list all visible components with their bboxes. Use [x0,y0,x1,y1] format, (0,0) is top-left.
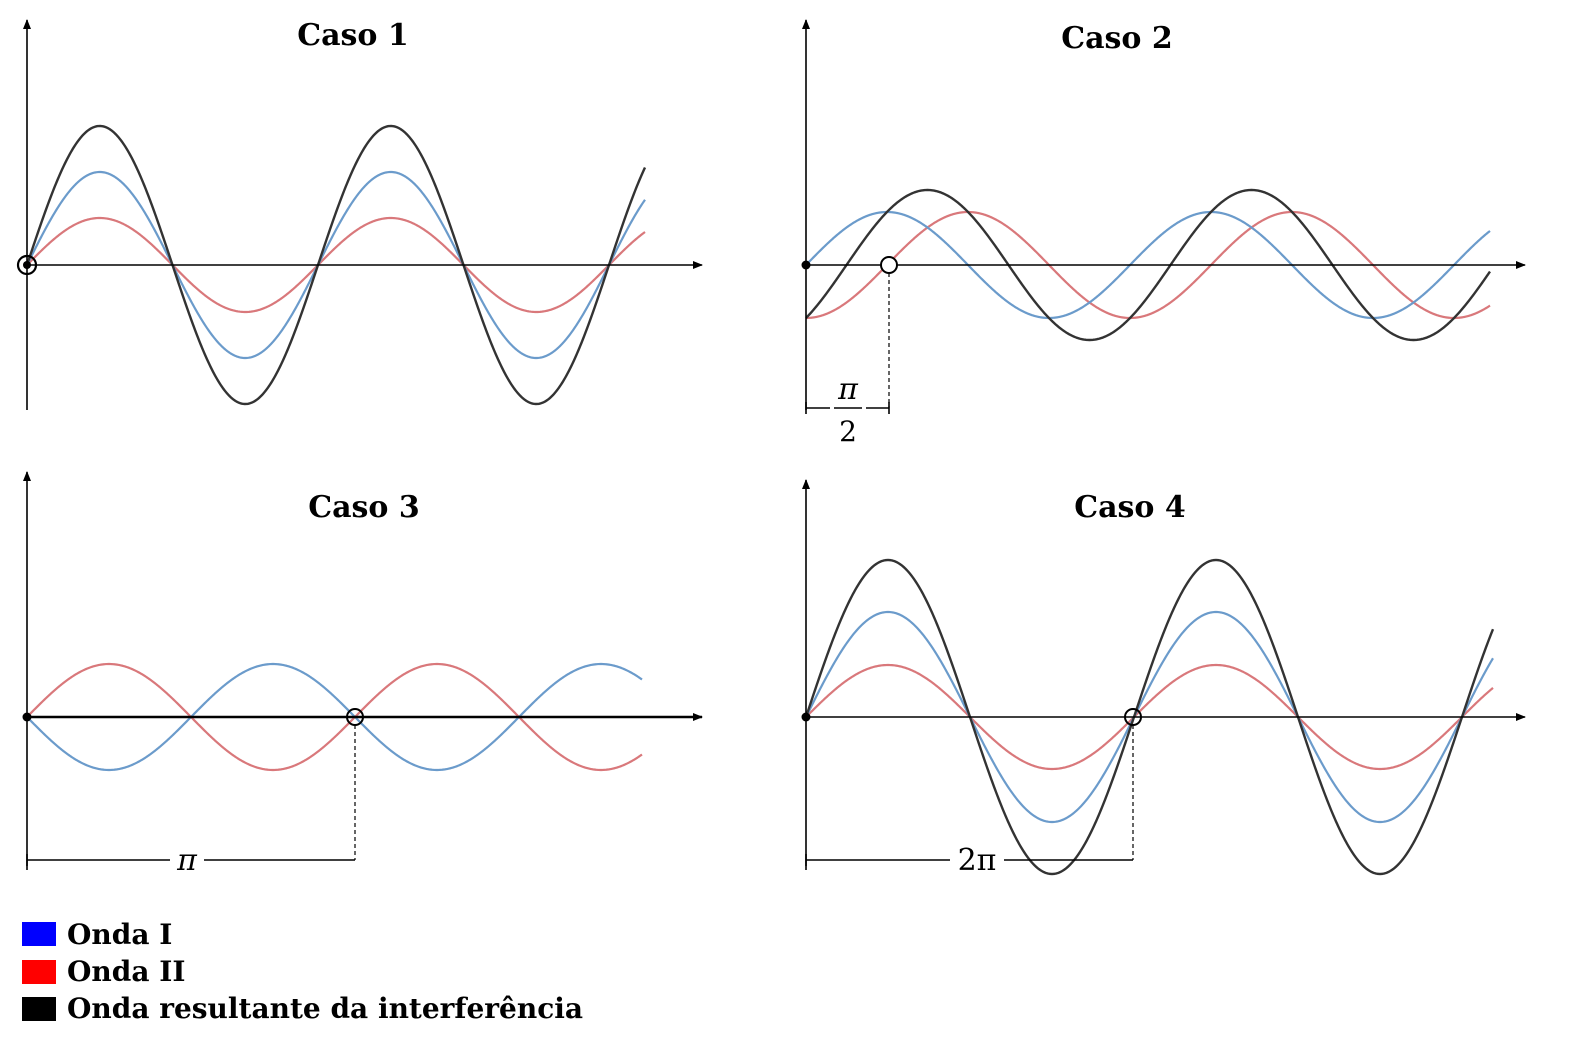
phase-numerator: π [837,372,859,407]
legend-label: Onda II [67,955,185,988]
legend-label: Onda resultante da interferência [67,992,583,1025]
phase-label: 2π [958,843,997,878]
wave [805,610,1494,824]
wave [26,662,643,772]
origin-dot [22,712,32,722]
wave [805,663,1494,771]
wave [26,216,646,314]
panel-title: Caso 1 [297,18,409,53]
origin-ring [16,254,38,276]
phase-ring [346,708,364,726]
wave [26,170,646,360]
phase-denominator: 2 [839,415,857,448]
panel-title: Caso 4 [1074,490,1186,525]
waves [25,124,1495,876]
phase-ring [1124,708,1142,726]
wave [805,210,1491,320]
origin-dot [801,712,811,722]
wave [26,662,643,772]
panel-title: Caso 3 [308,490,420,525]
origin-dot [23,261,31,269]
legend-swatch [22,960,56,984]
phase-label: π [176,843,198,878]
wave [805,188,1491,342]
legend-swatch [22,922,56,946]
wave [25,124,647,406]
origin-dot [801,260,811,270]
wave [804,558,1495,876]
legend-label: Onda I [67,918,172,951]
phase-ring [880,256,898,274]
legend-swatch [22,997,56,1021]
panel-title: Caso 2 [1061,21,1173,56]
wave [805,210,1491,320]
